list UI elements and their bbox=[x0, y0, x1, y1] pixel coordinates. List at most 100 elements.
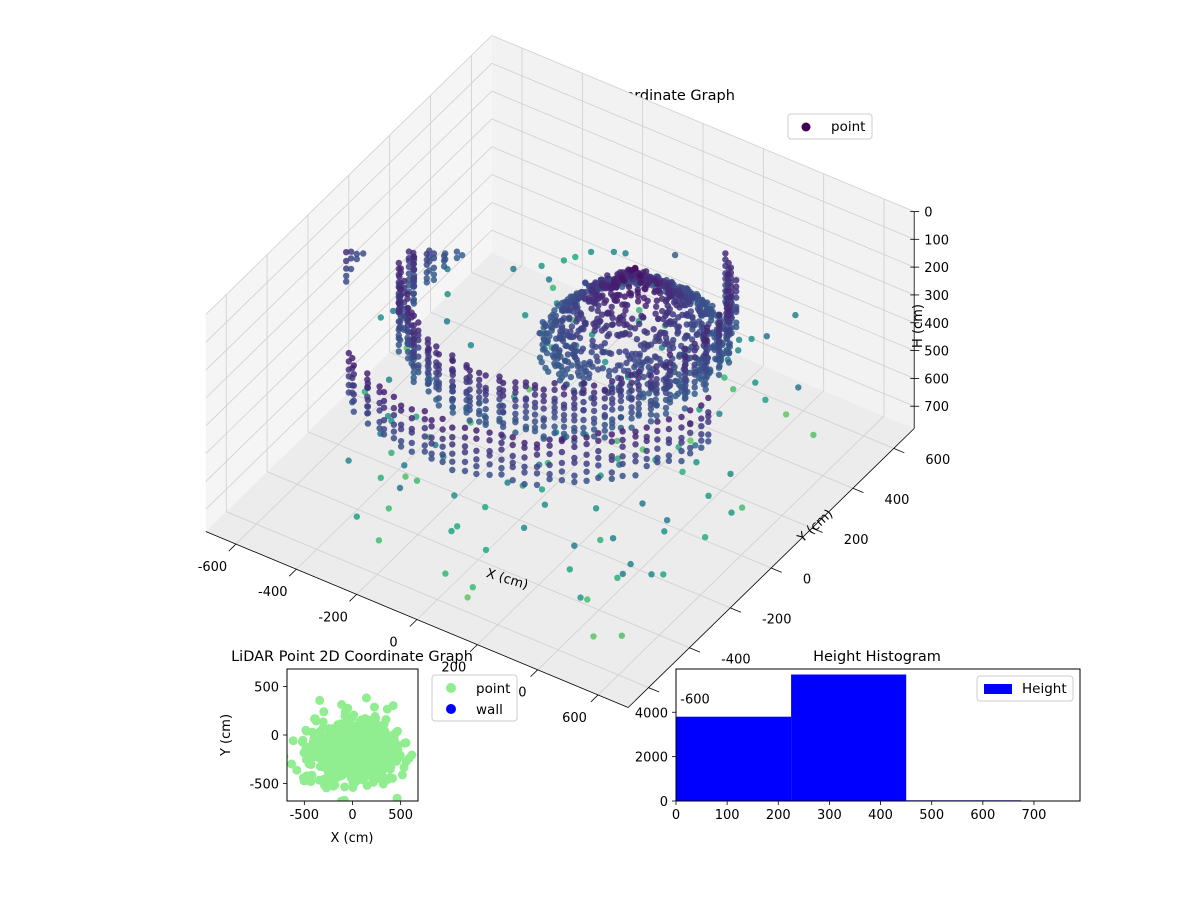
chart-3d-point bbox=[376, 388, 383, 396]
chart-3d-legend-marker bbox=[801, 122, 811, 132]
chart-3d-point bbox=[728, 284, 735, 291]
chart-3d-point bbox=[590, 400, 598, 407]
chart-3d-point bbox=[687, 429, 694, 436]
chart-3d-point bbox=[631, 364, 638, 371]
chart-3d-z-tick-label: 300 bbox=[924, 289, 949, 304]
chart-3d-point bbox=[353, 250, 360, 258]
chart-3d-point bbox=[435, 402, 442, 409]
chart-3d-z-tick-label: 500 bbox=[924, 345, 949, 360]
chart-3d-point bbox=[635, 368, 642, 376]
chart-3d-point bbox=[715, 322, 723, 329]
chart-3d-point bbox=[461, 424, 469, 431]
chart-3d-point bbox=[473, 470, 480, 478]
chart-3d-point bbox=[512, 379, 519, 386]
chart-3d-point bbox=[410, 290, 418, 297]
chart-3d-point bbox=[388, 449, 395, 456]
chart-3d-point bbox=[380, 388, 388, 396]
chart-3d-point bbox=[430, 250, 438, 257]
chart-3d-point bbox=[587, 248, 595, 256]
chart-3d-point bbox=[671, 251, 679, 259]
chart-3d-point bbox=[643, 455, 650, 463]
chart-3d-point bbox=[698, 423, 705, 430]
chart-3d-point bbox=[385, 505, 392, 512]
chart-3d-point bbox=[571, 401, 578, 408]
chart-3d-point bbox=[622, 250, 629, 257]
chart-2d-point bbox=[368, 777, 378, 787]
chart-3d-point bbox=[725, 331, 733, 339]
chart-3d-point bbox=[617, 414, 625, 421]
chart-3d-point bbox=[482, 503, 489, 511]
chart-2d-point bbox=[371, 731, 381, 741]
chart-2d-point bbox=[399, 762, 409, 772]
chart-3d-point bbox=[619, 472, 626, 480]
chart-3d-point bbox=[428, 434, 435, 441]
chart-3d-point bbox=[669, 311, 677, 318]
histogram-bar bbox=[676, 716, 792, 801]
chart-3d-point bbox=[683, 332, 690, 339]
chart-3d-point bbox=[539, 346, 547, 353]
chart-3d-point bbox=[625, 283, 633, 291]
chart-3d-point bbox=[425, 365, 432, 373]
chart-2d-point bbox=[323, 768, 333, 778]
chart-3d-point bbox=[522, 395, 530, 402]
histogram-legend: Height bbox=[976, 675, 1074, 702]
chart-3d-point bbox=[551, 423, 558, 430]
chart-3d-point bbox=[425, 353, 432, 360]
chart-3d-point bbox=[396, 484, 404, 492]
chart-2d-ticks: -500 0 500 -500 0 500 bbox=[249, 680, 413, 823]
chart-3d-point bbox=[458, 252, 466, 259]
chart-3d-point bbox=[705, 492, 712, 499]
chart-3d-point bbox=[385, 376, 393, 383]
chart-3d-point bbox=[715, 332, 723, 339]
chart-3d-point bbox=[637, 279, 644, 287]
chart-3d-gridline bbox=[491, 202, 915, 379]
chart-3d-point bbox=[636, 320, 643, 328]
histogram-y-tick-label: 0 bbox=[660, 795, 668, 810]
chart-3d-point bbox=[531, 382, 539, 389]
chart-3d-y-tick bbox=[730, 607, 742, 613]
chart-3d-point bbox=[577, 594, 584, 601]
histogram-frame bbox=[675, 668, 1081, 802]
chart-3d-point bbox=[390, 307, 397, 315]
chart-3d-point bbox=[498, 431, 505, 438]
chart-3d-point bbox=[676, 381, 683, 388]
chart-3d-point bbox=[725, 312, 733, 320]
chart-3d-point bbox=[578, 288, 585, 296]
chart-2d-point bbox=[401, 738, 411, 748]
chart-3d-point bbox=[675, 314, 682, 321]
chart-2d-point bbox=[323, 758, 333, 768]
chart-2d-point bbox=[318, 717, 328, 727]
chart-3d-point bbox=[552, 317, 560, 324]
chart-3d-point bbox=[601, 404, 608, 411]
chart-3d-point bbox=[725, 341, 733, 348]
chart-3d-point bbox=[390, 412, 398, 419]
chart-3d-point bbox=[654, 445, 661, 452]
chart-3d-point bbox=[653, 376, 660, 383]
chart-3d-point bbox=[632, 428, 639, 435]
chart-3d-point bbox=[647, 411, 655, 418]
chart-2d-point bbox=[386, 746, 396, 756]
chart-3d-point bbox=[440, 252, 448, 259]
chart-3d-point bbox=[660, 571, 667, 578]
chart-3d-point bbox=[725, 319, 733, 326]
chart-2d-point bbox=[323, 741, 333, 751]
chart-3d-point bbox=[725, 359, 733, 366]
chart-3d-point bbox=[573, 331, 580, 339]
chart-3d-point bbox=[350, 408, 357, 415]
chart-3d-point bbox=[439, 458, 446, 466]
chart-3d-point bbox=[782, 411, 790, 418]
chart-2d-point bbox=[363, 759, 373, 768]
chart-2d-point bbox=[362, 751, 372, 761]
chart-3d-point bbox=[482, 546, 490, 554]
chart-3d-point bbox=[637, 273, 644, 280]
chart-3d-z-tick-label: 100 bbox=[924, 233, 949, 248]
chart-3d-point bbox=[448, 527, 455, 535]
chart-3d-point bbox=[397, 286, 404, 293]
chart-3d-point bbox=[635, 400, 642, 407]
chart-3d-point bbox=[628, 394, 635, 402]
chart-3d-point bbox=[662, 362, 670, 369]
chart-2d-point bbox=[307, 770, 317, 780]
chart-3d-point bbox=[440, 257, 448, 264]
chart-3d-point bbox=[498, 471, 505, 478]
chart-3d-y-tick-label: -600 bbox=[680, 692, 710, 707]
